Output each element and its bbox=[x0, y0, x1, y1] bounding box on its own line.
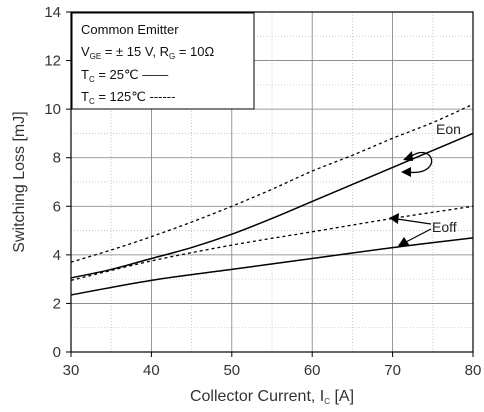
eon-arrow-head-top bbox=[403, 151, 413, 161]
curves bbox=[70, 103, 474, 296]
eon-arrow bbox=[403, 151, 433, 174]
y-tick-labels: 0 2 4 6 8 10 12 14 bbox=[44, 4, 61, 361]
legend-entry-125c: TC = 125℃ ------ bbox=[81, 89, 175, 106]
series-eoff-125c bbox=[70, 205, 474, 281]
y-tick-label: 2 bbox=[53, 295, 61, 312]
eoff-arrow-upper bbox=[396, 218, 432, 225]
y-tick-label: 14 bbox=[44, 4, 61, 21]
x-axis-title: Collector Current, IC [A] bbox=[190, 388, 354, 406]
annotations: Eon Eoff bbox=[389, 121, 461, 246]
x-tick-label: 40 bbox=[143, 362, 160, 379]
eon-arrow-head-bottom bbox=[401, 167, 411, 177]
x-tick-labels: 30 40 50 60 70 80 bbox=[63, 362, 482, 379]
series-eoff-25c bbox=[70, 237, 474, 296]
eoff-arrow-lower-head bbox=[398, 237, 410, 246]
annotation-eon: Eon bbox=[436, 121, 461, 137]
legend-title: Common Emitter bbox=[81, 22, 179, 37]
y-tick-label: 10 bbox=[44, 101, 61, 118]
legend-entry-25c: TC = 25℃ —— bbox=[81, 67, 168, 84]
y-tick-label: 8 bbox=[53, 150, 61, 167]
legend-box bbox=[71, 12, 255, 110]
legend: Common Emitter VGE = ± 15 V, RG = 10Ω TC… bbox=[71, 12, 255, 110]
y-tick-label: 6 bbox=[53, 198, 61, 215]
y-tick-label: 12 bbox=[44, 53, 61, 70]
eoff-arrow-lower bbox=[405, 228, 432, 243]
annotation-eoff: Eoff bbox=[432, 219, 457, 235]
ticks bbox=[66, 11, 474, 357]
x-tick-label: 80 bbox=[465, 362, 482, 379]
x-tick-label: 30 bbox=[63, 362, 80, 379]
y-axis-title: Switching Loss [mJ] bbox=[11, 111, 28, 252]
y-tick-label: 4 bbox=[53, 247, 61, 264]
x-tick-label: 60 bbox=[304, 362, 321, 379]
plot-frame bbox=[70, 11, 474, 353]
x-tick-label: 50 bbox=[223, 362, 240, 379]
legend-conditions: VGE = ± 15 V, RG = 10Ω bbox=[81, 44, 214, 61]
eoff-arrow-upper-head bbox=[389, 213, 399, 224]
y-tick-label: 0 bbox=[53, 344, 61, 361]
series-eon-125c bbox=[70, 103, 474, 263]
series-eon-25c bbox=[70, 132, 474, 279]
x-tick-label: 70 bbox=[384, 362, 401, 379]
